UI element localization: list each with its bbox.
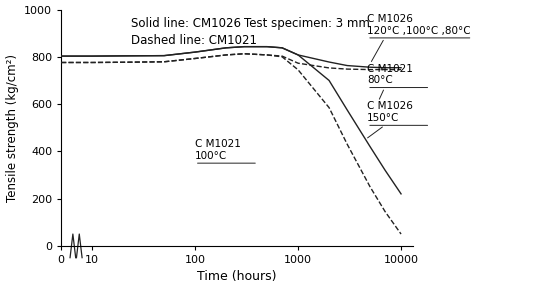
Text: C M1021
80°C: C M1021 80°C bbox=[367, 64, 413, 85]
Y-axis label: Tensile strength (kg/cm²): Tensile strength (kg/cm²) bbox=[5, 54, 19, 202]
Text: Test specimen: 3 mm: Test specimen: 3 mm bbox=[244, 17, 370, 30]
X-axis label: Time (hours): Time (hours) bbox=[197, 271, 277, 284]
Text: C M1026
150°C: C M1026 150°C bbox=[367, 101, 413, 123]
Text: C M1021
100°C: C M1021 100°C bbox=[195, 139, 240, 161]
Text: Solid line: CM1026
Dashed line: CM1021: Solid line: CM1026 Dashed line: CM1021 bbox=[131, 17, 257, 47]
Text: C M1026
120°C ,100°C ,80°C: C M1026 120°C ,100°C ,80°C bbox=[367, 14, 470, 36]
